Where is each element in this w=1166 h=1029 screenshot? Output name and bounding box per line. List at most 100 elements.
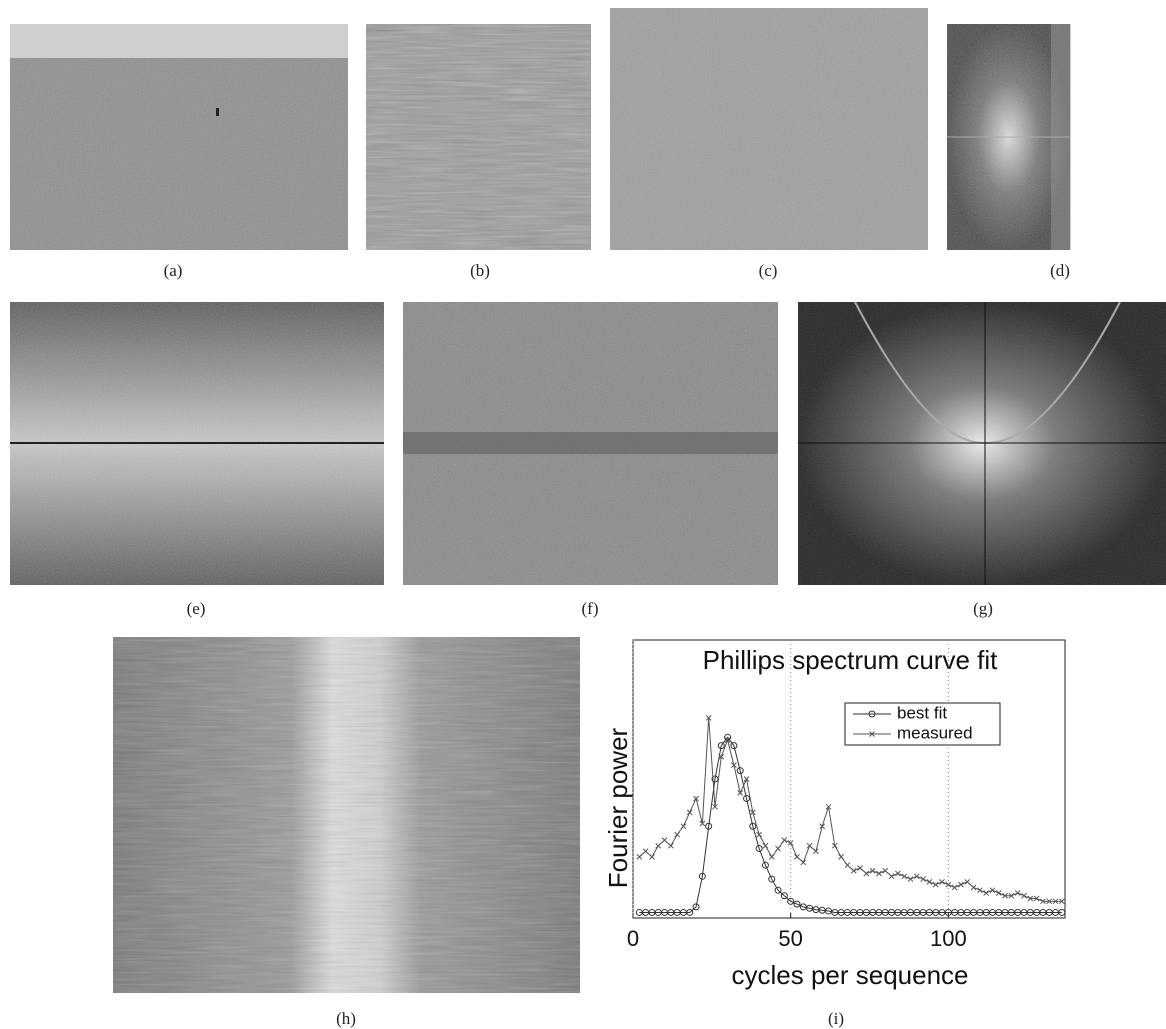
- legend-label: measured: [897, 723, 973, 742]
- point: [1002, 892, 1008, 899]
- point: [977, 887, 983, 894]
- point: [939, 879, 945, 885]
- point: [989, 887, 996, 894]
- point: [762, 842, 769, 849]
- plot-frame: [632, 639, 1066, 919]
- point: [1033, 895, 1040, 902]
- caption: (e): [187, 599, 206, 618]
- photo-b: [366, 24, 591, 250]
- point: [755, 845, 763, 852]
- point: [636, 853, 643, 860]
- point: [857, 865, 863, 871]
- point: [698, 872, 706, 880]
- point: [692, 903, 700, 911]
- point: [787, 897, 795, 905]
- point: [655, 842, 662, 849]
- point: [667, 842, 674, 849]
- point: [737, 790, 744, 796]
- point: [731, 762, 737, 768]
- point: [749, 809, 756, 816]
- point: [932, 881, 939, 888]
- point: [718, 753, 725, 760]
- point: [642, 848, 649, 855]
- point: [781, 837, 788, 844]
- legend-marker: [869, 731, 875, 737]
- point: [699, 820, 706, 827]
- spectrum-h: [113, 637, 580, 993]
- chart-title: Phillips spectrum curve fit: [703, 645, 999, 675]
- point: [705, 822, 713, 830]
- caption: (a): [164, 261, 183, 280]
- point: [1058, 908, 1066, 916]
- point: [686, 809, 693, 816]
- point: [863, 870, 870, 877]
- point: [787, 840, 794, 846]
- point: [680, 823, 687, 830]
- point: [964, 879, 971, 885]
- series: [635, 733, 1066, 916]
- legend-label: best fit: [897, 703, 947, 722]
- point: [1014, 890, 1021, 896]
- point: [649, 853, 655, 860]
- point: [838, 853, 844, 860]
- point: [1027, 895, 1034, 902]
- point: [1052, 898, 1059, 905]
- point: [705, 714, 712, 721]
- point: [907, 876, 914, 882]
- point: [686, 908, 694, 916]
- point: [717, 742, 725, 750]
- point: [730, 742, 738, 750]
- photo-c: [610, 8, 928, 250]
- point: [774, 886, 782, 894]
- point: [913, 873, 920, 880]
- point: [926, 879, 933, 885]
- point: [813, 848, 819, 855]
- point: [1008, 892, 1015, 899]
- point: [736, 767, 744, 775]
- point: [800, 859, 807, 866]
- caption: (b): [470, 261, 490, 280]
- point: [844, 862, 851, 869]
- point: [806, 842, 813, 849]
- point: [775, 845, 781, 852]
- x-tick-label: 50: [778, 926, 802, 951]
- point: [825, 803, 832, 810]
- x-tick-label: 0: [627, 926, 639, 951]
- caption: (g): [973, 599, 993, 618]
- point: [895, 870, 901, 877]
- caption: (h): [336, 1009, 356, 1028]
- point: [768, 853, 775, 860]
- spectrum-d: [947, 24, 1071, 250]
- caption: (c): [759, 261, 778, 280]
- point: [920, 876, 926, 882]
- point: [995, 890, 1002, 896]
- point: [799, 903, 807, 911]
- point: [749, 822, 757, 830]
- point: [724, 737, 731, 743]
- point: [850, 867, 857, 874]
- point: [794, 853, 800, 860]
- point: [888, 873, 895, 880]
- point: [712, 803, 718, 810]
- point: [743, 776, 750, 782]
- phase-f: [403, 302, 778, 585]
- point: [951, 884, 958, 891]
- point: [806, 904, 814, 912]
- point: [1046, 898, 1053, 905]
- y-axis-label: Fourier power: [603, 727, 633, 888]
- point: [1040, 898, 1046, 905]
- point: [945, 881, 952, 888]
- point: [901, 873, 908, 880]
- legend-box: [844, 702, 1001, 746]
- caption: (i): [828, 1009, 844, 1028]
- point: [958, 881, 964, 888]
- point: [674, 831, 680, 838]
- point: [983, 890, 990, 896]
- point: [831, 842, 838, 849]
- point: [793, 900, 801, 908]
- legend-marker: [868, 710, 876, 718]
- photo-a: [10, 24, 348, 250]
- point: [882, 867, 889, 874]
- point: [756, 831, 762, 838]
